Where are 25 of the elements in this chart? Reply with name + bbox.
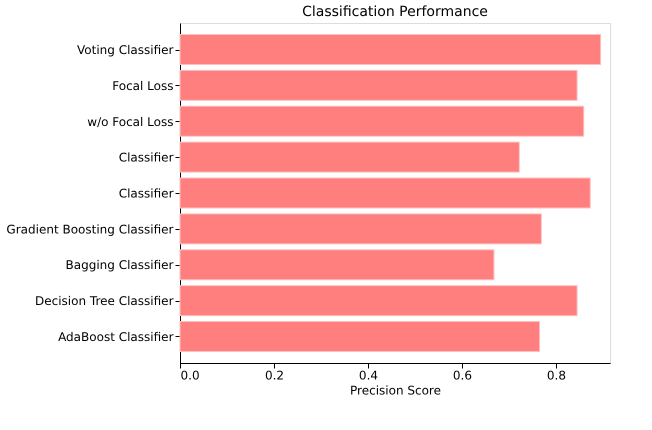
bar xyxy=(180,142,520,173)
x-tick-label: 0.0 xyxy=(180,368,200,382)
x-tick-label: 0.6 xyxy=(452,368,472,382)
y-tick-label: Decision Tree Classifier xyxy=(35,294,174,308)
y-tick-label: Gradient Boosting Classifier xyxy=(6,222,174,236)
bar xyxy=(180,320,540,352)
chart-title: Classification Performance xyxy=(302,4,488,20)
y-tick-label: AdaBoost Classifier xyxy=(58,330,174,344)
bar xyxy=(180,285,578,316)
y-tick-label: Classifier xyxy=(118,150,174,165)
bar xyxy=(180,213,542,244)
y-tick-label: Classifier xyxy=(118,186,174,200)
y-tick-label: Bagging Classifier xyxy=(66,258,174,272)
y-tick-label: Voting Classifier xyxy=(77,43,174,58)
x-axis-title: Precision Score xyxy=(350,384,441,398)
bar xyxy=(180,106,584,137)
x-tick-label: 0.8 xyxy=(546,368,566,382)
x-tick-label: 0.2 xyxy=(264,368,284,382)
bar xyxy=(180,249,494,280)
bar xyxy=(180,178,591,208)
x-tick-label: 0.4 xyxy=(358,368,378,382)
bar xyxy=(180,34,602,66)
y-tick-label: w/o Focal Loss xyxy=(87,114,174,129)
bar xyxy=(180,70,578,101)
y-tick-label: Focal Loss xyxy=(112,78,174,93)
